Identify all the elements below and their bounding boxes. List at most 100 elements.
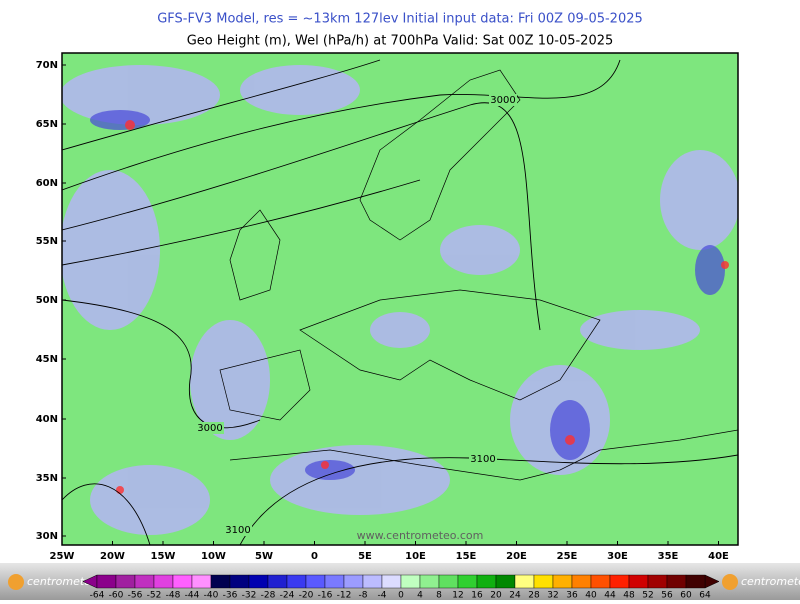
- contour-label: 3000: [490, 95, 515, 106]
- logo-icon: [722, 574, 738, 590]
- colorbar-swatch: [362, 574, 383, 589]
- logo-right: centrometeo: [741, 575, 800, 588]
- colorbar-label: 8: [436, 591, 442, 601]
- colorbar-label: 32: [547, 591, 558, 601]
- colorbar-swatch: [685, 574, 706, 589]
- colorbar-label: -8: [359, 591, 368, 601]
- lat-label: 65N: [36, 119, 58, 130]
- colorbar-label: -48: [166, 591, 181, 601]
- colorbar-label: -4: [378, 591, 387, 601]
- lon-label: 25E: [557, 551, 578, 562]
- lon-label: 15W: [151, 551, 176, 562]
- colorbar-swatch: [552, 574, 573, 589]
- lon-label: 5E: [358, 551, 372, 562]
- colorbar-swatch: [419, 574, 440, 589]
- contour-label: 3000: [197, 423, 222, 434]
- lon-label: 20W: [100, 551, 125, 562]
- colorbar-swatch: [476, 574, 497, 589]
- title-line: GFS-FV3 Model, res = ~13km 127lev Initia…: [157, 12, 643, 27]
- lat-label: 55N: [36, 236, 58, 247]
- lat-label: 40N: [36, 414, 58, 425]
- colorbar-swatch: [571, 574, 592, 589]
- lat-label: 35N: [36, 473, 58, 484]
- contour-label-bg: [469, 453, 497, 465]
- colorbar-swatch: [229, 574, 250, 589]
- colorbar-label: 40: [585, 591, 597, 601]
- lat-label: 50N: [36, 295, 58, 306]
- colorbar-label: 44: [604, 591, 616, 601]
- lon-label: 15E: [456, 551, 477, 562]
- colorbar-swatch: [324, 574, 345, 589]
- colorbar-swatch: [305, 574, 326, 589]
- colorbar-label: -12: [337, 591, 352, 601]
- colorbar-swatch: [134, 574, 155, 589]
- lon-label: 5W: [255, 551, 273, 562]
- colorbar-label: -40: [204, 591, 219, 601]
- colorbar-swatch: [267, 574, 288, 589]
- colorbar-swatch: [400, 574, 421, 589]
- colorbar-swatch: [248, 574, 269, 589]
- colorbar-swatch: [343, 574, 364, 589]
- colorbar-swatch: [666, 574, 687, 589]
- colorbar-swatch: [286, 574, 307, 589]
- colorbar-label: 28: [528, 591, 540, 601]
- contour-label: 3100: [470, 454, 495, 465]
- lon-label: 20E: [506, 551, 527, 562]
- lon-label: 0: [311, 551, 318, 562]
- colorbar-label: -20: [299, 591, 314, 601]
- colorbar-label: 48: [623, 591, 635, 601]
- colorbar-swatch: [438, 574, 459, 589]
- colorbar-swatch: [210, 574, 231, 589]
- colorbar-label: -32: [242, 591, 257, 601]
- logo-left: centrometeo: [27, 575, 98, 588]
- colorbar-label: -64: [90, 591, 105, 601]
- colorbar-label: 56: [661, 591, 673, 601]
- lat-label: 70N: [36, 60, 58, 71]
- colorbar-swatch: [609, 574, 630, 589]
- colorbar-swatch: [153, 574, 174, 589]
- lon-label: 10W: [201, 551, 226, 562]
- colorbar-label: -60: [109, 591, 124, 601]
- colorbar-swatch: [533, 574, 554, 589]
- colorbar-swatch: [628, 574, 649, 589]
- colorbar-label: 20: [490, 591, 502, 601]
- lat-label: 60N: [36, 178, 58, 189]
- colorbar-swatch: [172, 574, 193, 589]
- colorbar-swatch: [457, 574, 478, 589]
- lat-label: 30N: [36, 531, 58, 542]
- lon-label: 10E: [405, 551, 426, 562]
- colorbar-label: 52: [642, 591, 653, 601]
- colorbar-label: -16: [318, 591, 333, 601]
- colorbar-label: -44: [185, 591, 200, 601]
- lon-label: 35E: [658, 551, 679, 562]
- colorbar-swatch: [647, 574, 668, 589]
- contour-label-bg: [489, 94, 517, 106]
- colorbar-swatch: [495, 574, 516, 589]
- colorbar-swatch: [191, 574, 212, 589]
- colorbar-label: 64: [699, 591, 711, 601]
- contour-label: 3100: [225, 525, 250, 536]
- logo-icon: [8, 574, 24, 590]
- colorbar-label: -52: [147, 591, 162, 601]
- colorbar-label: 60: [680, 591, 692, 601]
- colorbar-swatch: [115, 574, 136, 589]
- colorbar-swatch: [381, 574, 402, 589]
- colorbar-label: -28: [261, 591, 276, 601]
- map-frame: [61, 52, 739, 546]
- lon-label: 25W: [50, 551, 75, 562]
- colorbar-label: -56: [128, 591, 143, 601]
- colorbar-label: 12: [452, 591, 463, 601]
- contour-label-bg: [196, 422, 224, 434]
- colorbar-label: -36: [223, 591, 238, 601]
- lon-label: 40E: [708, 551, 729, 562]
- colorbar-label: 4: [417, 591, 423, 601]
- contour-label-bg: [224, 524, 252, 536]
- colorbar-label: 24: [509, 591, 521, 601]
- colorbar-swatch: [590, 574, 611, 589]
- colorbar-label: -24: [280, 591, 295, 601]
- lon-label: 30E: [607, 551, 628, 562]
- colorbar-label: 36: [566, 591, 578, 601]
- colorbar-label: 0: [398, 591, 404, 601]
